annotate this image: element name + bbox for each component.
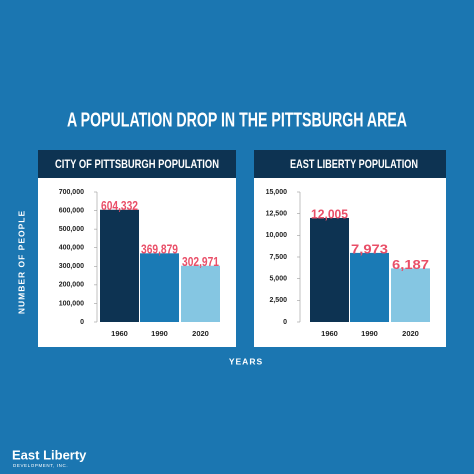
bar — [350, 252, 389, 322]
y-axis-label: NUMBER OF PEOPLE — [16, 210, 26, 314]
y-tick-label: 700,000 — [59, 189, 84, 196]
panel-title: EAST LIBERTY POPULATION — [290, 157, 418, 171]
y-tick-label: 7,500 — [269, 254, 287, 261]
y-tick-label: 600,000 — [59, 207, 84, 214]
bar — [391, 268, 430, 322]
y-tick-label: 10,000 — [266, 232, 288, 239]
data-label: 369,879 — [141, 242, 178, 257]
y-tick-label: 300,000 — [59, 263, 84, 270]
y-tick-label: 12,500 — [266, 211, 288, 218]
y-tick-label: 500,000 — [59, 226, 84, 233]
x-tick-label: 2020 — [192, 329, 209, 338]
bar — [100, 209, 139, 322]
data-label: 302,971 — [182, 254, 219, 269]
x-tick-label: 2020 — [402, 329, 419, 338]
y-tick-label: 400,000 — [59, 245, 84, 252]
x-tick-label: 1960 — [321, 329, 338, 338]
y-tick-label: 5,000 — [269, 276, 287, 283]
data-label: 604,332 — [101, 198, 138, 213]
bar — [181, 265, 220, 322]
y-tick-label: 2,500 — [269, 297, 287, 304]
bar — [310, 217, 349, 322]
x-tick-label: 1960 — [111, 329, 128, 338]
y-tick-label: 100,000 — [59, 300, 84, 307]
data-label: 12,005 — [311, 206, 348, 221]
data-label: 7,973 — [351, 241, 388, 256]
y-tick-label: 200,000 — [59, 282, 84, 289]
y-tick-label: 15,000 — [266, 189, 288, 196]
bar — [140, 253, 179, 322]
data-label: 6,187 — [392, 257, 429, 272]
y-tick-label: 0 — [283, 319, 287, 326]
x-tick-label: 1990 — [151, 329, 168, 338]
y-tick-label: 0 — [80, 319, 84, 326]
x-tick-label: 1990 — [361, 329, 378, 338]
panel-header — [254, 150, 446, 178]
logo-name: East Liberty — [12, 447, 87, 462]
logo-sub: DEVELOPMENT, INC. — [13, 463, 68, 468]
panel-header — [38, 150, 236, 178]
title: A POPULATION DROP IN THE PITTSBURGH AREA — [67, 109, 407, 131]
panel-title: CITY OF PITTSBURGH POPULATION — [55, 157, 219, 171]
x-axis-label: YEARS — [229, 356, 263, 366]
